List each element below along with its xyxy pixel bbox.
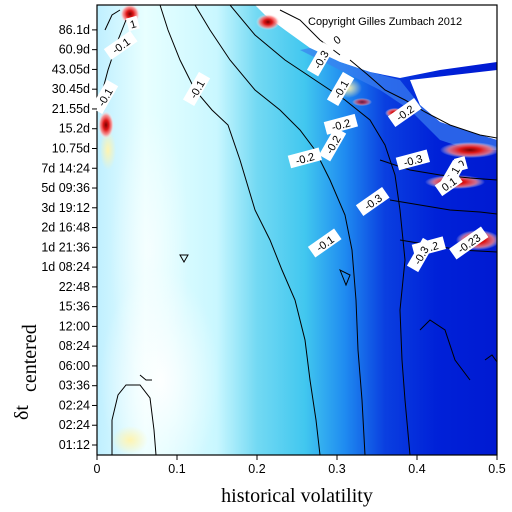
y-tick-label: 43.05d: [52, 62, 90, 76]
contour-label-box: [328, 30, 345, 48]
y-axis-label-main: δt: [11, 405, 33, 420]
contour-label-text: 0: [332, 34, 344, 47]
y-tick-label: 3d 19:12: [41, 201, 90, 215]
contour-label-text: -0.2: [331, 117, 352, 134]
contour-label-box: [406, 237, 435, 273]
y-tick-label: 15.2d: [59, 122, 90, 136]
y-tick-label: 10.75d: [52, 141, 90, 155]
y-tick-label: 01:12: [59, 438, 90, 452]
contour-label-box: [323, 113, 359, 135]
y-tick-label: 60.9d: [59, 43, 90, 57]
contour-label-box: [307, 228, 342, 258]
contour-label-box: [306, 42, 335, 77]
y-axis-label: δt centered: [11, 324, 41, 420]
contour-label: 0: [328, 30, 345, 48]
x-tick-label: 0: [94, 462, 101, 476]
contour-label-box: [125, 15, 140, 32]
y-tick-label: 03:36: [59, 379, 90, 393]
y-axis-label-sub: centered: [19, 324, 41, 392]
contour-label: -0.2: [323, 113, 359, 135]
x-tick-label: 0.5: [488, 462, 505, 476]
y-tick-label: 22:48: [59, 280, 90, 294]
contour-label: -0.3: [395, 149, 431, 171]
x-tick-label: 0.3: [328, 462, 345, 476]
x-tick-label: 0.4: [408, 462, 425, 476]
y-tick-label: 1d 21:36: [41, 240, 90, 254]
y-tick-label: 15:36: [59, 300, 90, 314]
y-tick-label: 2d 16:48: [41, 221, 90, 235]
y-tick-label: 1d 08:24: [41, 260, 90, 274]
contour-label: -0.2: [287, 147, 323, 169]
x-axis-label: historical volatility: [221, 485, 373, 507]
contour-label-box: [287, 147, 323, 169]
contour-label-text: -0.2: [295, 151, 316, 168]
contour-label-box: [395, 149, 431, 171]
contour-label-box: [326, 71, 355, 107]
y-tick-label: 21.55d: [52, 102, 90, 116]
y-tick-label: 86.1d: [59, 23, 90, 37]
y-tick-label: 08:24: [59, 339, 90, 353]
contour-label-box: [90, 79, 119, 114]
x-axis-ticks: 0 0.1 0.2 0.3 0.4 0.5: [94, 455, 506, 476]
y-axis-ticks: 01:12 02:24 02:24 03:36 06:00 08:24 12:00 15:36…: [41, 23, 97, 452]
contour-label-box: [355, 186, 390, 216]
y-tick-label: 02:24: [59, 398, 90, 412]
y-tick-label: 02:24: [59, 418, 90, 432]
y-tick-label: 5d 09:36: [41, 181, 90, 195]
y-tick-label: 06:00: [59, 359, 90, 373]
contour-label: 1: [125, 15, 140, 32]
y-tick-label: 7d 14:24: [41, 161, 90, 175]
contour-label-box: [449, 226, 489, 260]
contour-label-text: -0.3: [403, 153, 424, 170]
contour-label-box: [387, 97, 422, 127]
plot-frame: [96, 4, 498, 456]
y-tick-label: 30.45d: [52, 82, 90, 96]
contour-label-box: [182, 71, 211, 107]
copyright-text: Copyright Gilles Zumbach 2012: [308, 16, 462, 28]
x-tick-label: 0.2: [248, 462, 265, 476]
contour-label-box: [103, 30, 138, 60]
x-tick-label: 0.1: [168, 462, 185, 476]
contour-label-text: 1: [129, 18, 138, 31]
contour-label-box: [318, 127, 347, 162]
heatmap-area: [97, 5, 497, 455]
contour-label-box: [434, 171, 463, 197]
y-tick-label: 12:00: [59, 319, 90, 333]
